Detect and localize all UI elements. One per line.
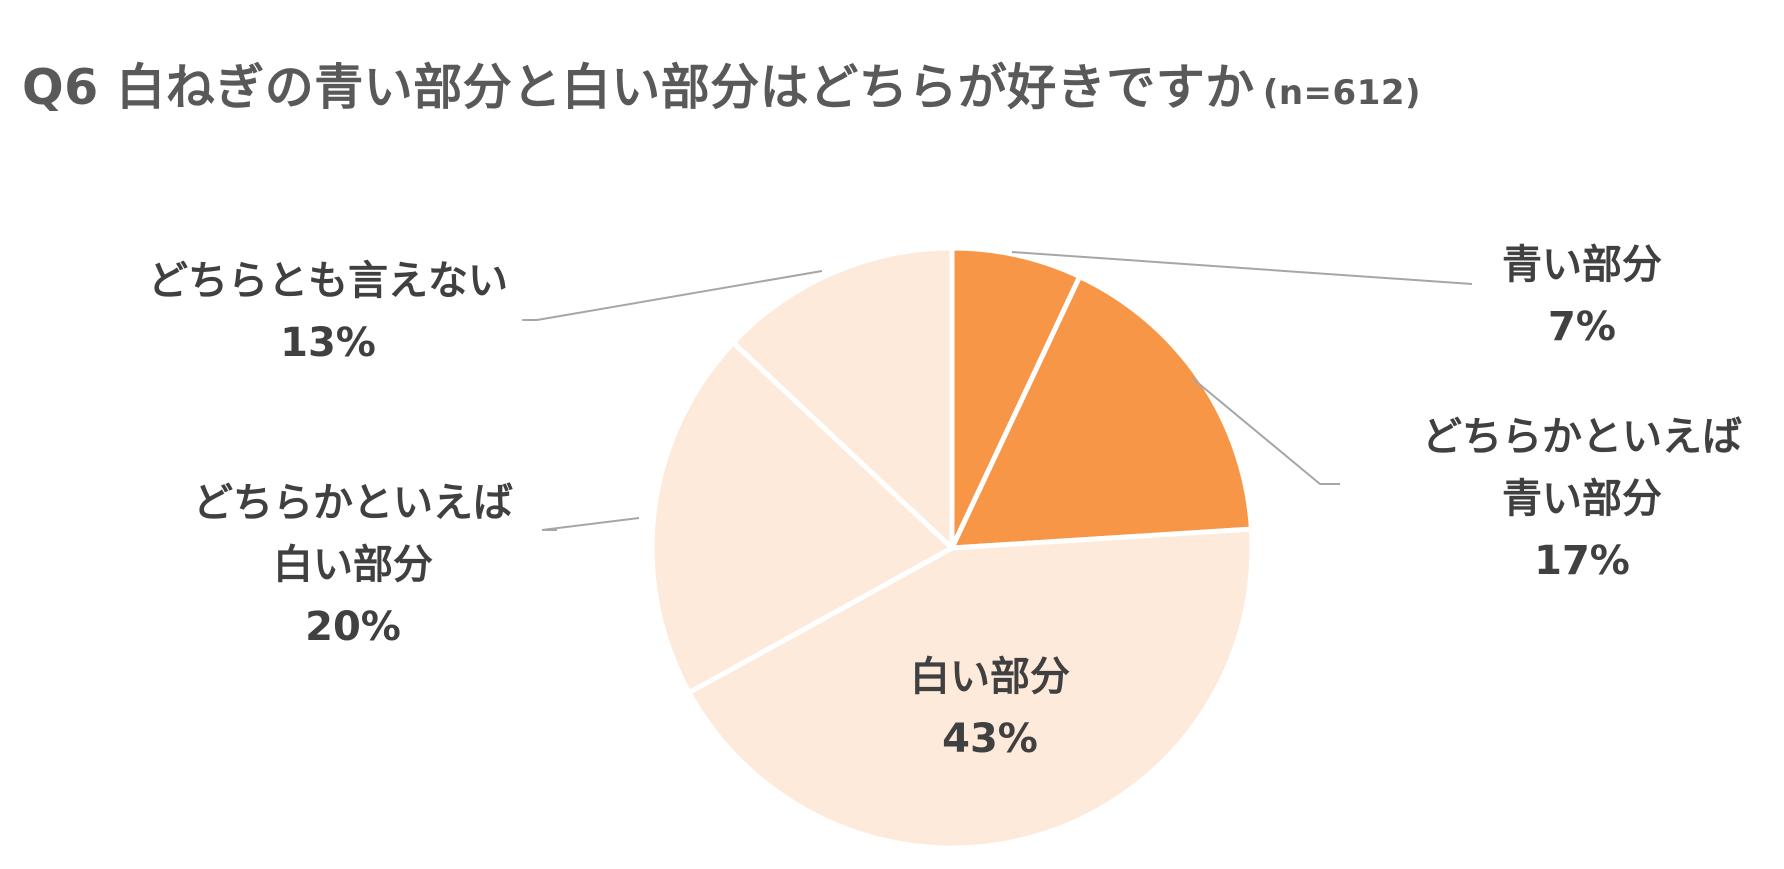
chart-title-main: Q6 白ねぎの青い部分と白い部分はどちらが好きですか	[22, 59, 1255, 116]
data-label-value: 7%	[1548, 304, 1616, 350]
data-label-value: 43%	[942, 716, 1038, 762]
pie-slice-どちらかといえば青い部分	[949, 274, 1254, 551]
data-label-value: 13%	[280, 320, 376, 366]
pie-slices	[649, 245, 1255, 851]
data-label-category: どちらかといえば	[193, 480, 513, 526]
data-label-value: 20%	[305, 604, 401, 650]
leader-line-どちらかといえば白い部分	[541, 517, 640, 531]
data-label-category: どちらかといえば	[1422, 414, 1742, 460]
pie-slice-青い部分	[949, 245, 1083, 551]
leader-line-青い部分	[1011, 251, 1473, 285]
pie-slice-白い部分	[686, 526, 1255, 851]
chart-title-sample-size: (n=612)	[1262, 73, 1422, 113]
data-label-category: 青い部分	[1502, 476, 1662, 522]
pie-slice-どちらかといえば白い部分	[649, 340, 955, 696]
data-label-category: 白い部分	[910, 654, 1070, 700]
data-label-category: どちらとも言えない	[148, 258, 508, 304]
leader-line-どちらとも言えない	[522, 270, 823, 321]
data-label-value: 17%	[1534, 538, 1630, 584]
pie-slice-どちらとも言えない	[730, 245, 955, 551]
leader-lines	[522, 251, 1473, 531]
data-labels: 青い部分7%どちらかといえば青い部分17%白い部分43%どちらかといえば白い部分…	[148, 242, 1742, 762]
data-label-category: 白い部分	[273, 542, 433, 588]
chart-title: Q6 白ねぎの青い部分と白い部分はどちらが好きですか (n=612)	[22, 48, 1421, 119]
data-label-category: 青い部分	[1502, 242, 1662, 288]
leader-line-どちらかといえば青い部分	[1191, 377, 1340, 485]
